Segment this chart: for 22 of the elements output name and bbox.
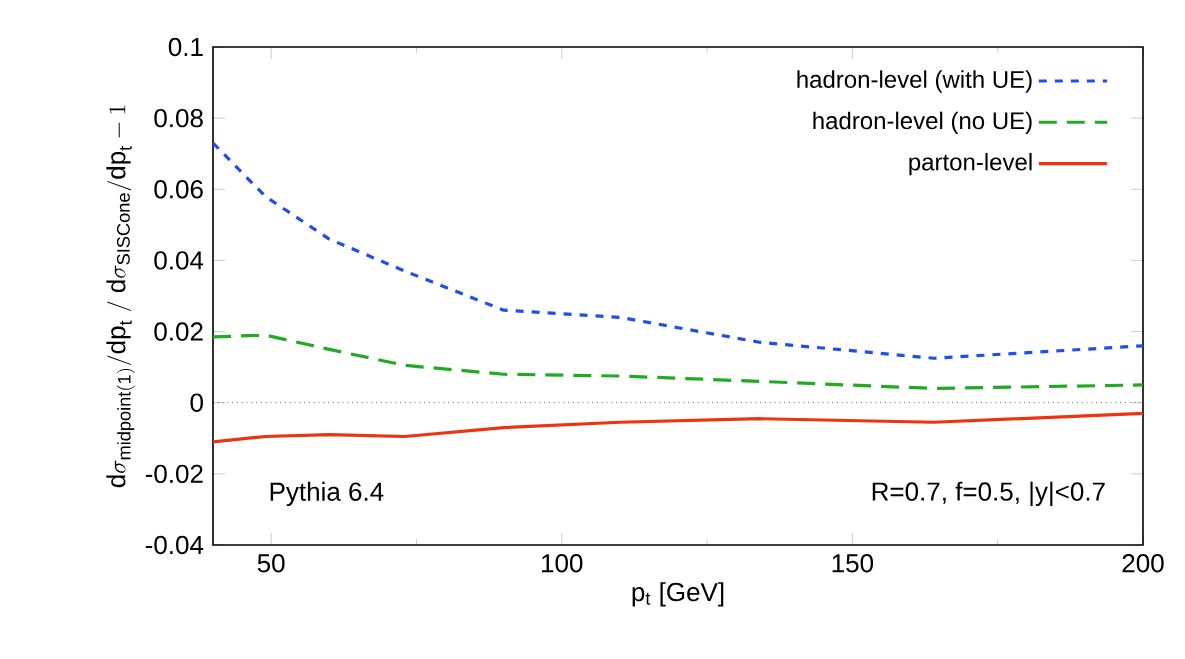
x-axis-title: p$_{t}$ [GeV] [632, 582, 724, 607]
y-tick-label: 0.04 [154, 251, 204, 270]
legend-label: hadron-level (no UE) [813, 111, 1032, 134]
y-tick-label: 0.06 [154, 180, 203, 199]
line-series [213, 411, 1143, 444]
y-tick-label: -0.04 [145, 535, 204, 555]
line-series [213, 141, 1143, 360]
y-axis-title: $\mathrm{d}\sigma_{\mathrm{midpoint(1)}}/\mathrm{dp}_{\mathrm{t}}\ /\ \mathrm{d}\sigma_{\mathrm{SISCone}}/\mathrm{dp}_{\mathrm{t}} - 1$ [106, 105, 135, 488]
x-tick-label: 200 [1122, 554, 1164, 573]
y-tick-label: -0.02 [145, 464, 203, 484]
legend-label: parton-level [909, 152, 1032, 176]
y-tick-label: 0 [190, 393, 203, 412]
x-tick-label: 50 [257, 554, 285, 573]
annotation: Pythia 6.4 [270, 481, 384, 507]
x-tick-label: 100 [542, 554, 583, 573]
y-tick-label: 0.1 [168, 37, 203, 57]
annotation: R=0.7, f=0.5, |y|<0.7 [872, 481, 1105, 507]
line-series [213, 333, 1143, 391]
y-tick-label: 0.02 [154, 322, 203, 341]
legend-label: hadron-level (with UE) [797, 70, 1032, 93]
x-tick-label: 150 [832, 554, 874, 573]
y-tick-label: 0.08 [154, 108, 203, 128]
